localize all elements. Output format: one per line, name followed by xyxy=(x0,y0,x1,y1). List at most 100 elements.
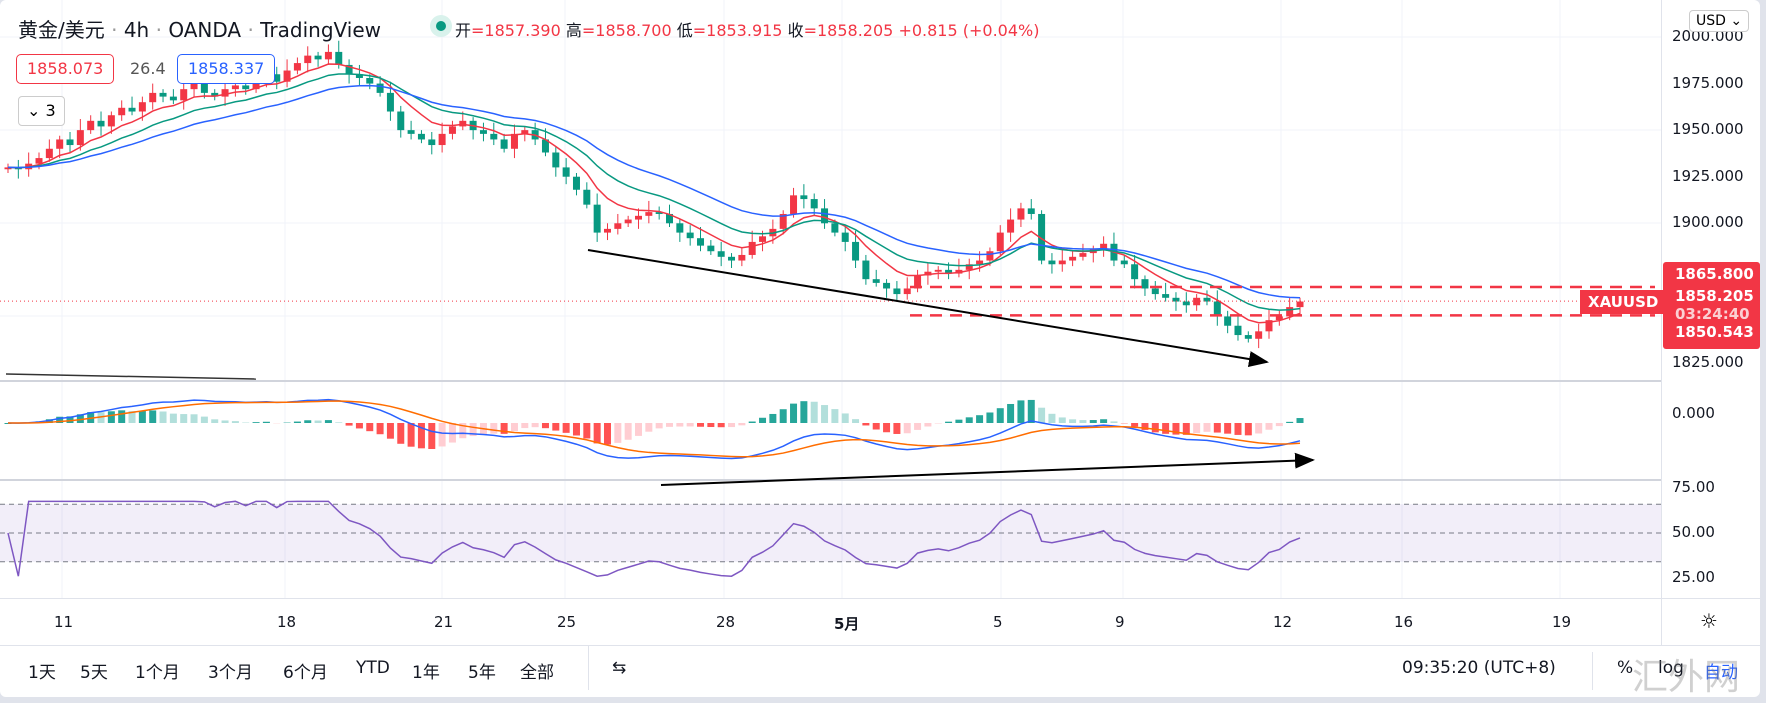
candle xyxy=(965,264,973,270)
range-button[interactable]: 3个月 xyxy=(208,663,253,683)
macd-histogram-bar xyxy=(779,409,787,423)
candle xyxy=(1162,294,1170,298)
macd-histogram-bar xyxy=(862,423,870,426)
candle xyxy=(490,133,498,140)
time-tick: 25 xyxy=(557,613,577,631)
time-axis[interactable]: 11 18 21 25 28 5月 5 9 12 16 19 xyxy=(0,598,1661,646)
candle xyxy=(1182,301,1190,306)
candle xyxy=(366,77,374,84)
candle xyxy=(572,176,580,190)
candle xyxy=(221,89,229,97)
settings-corner[interactable]: ☼ xyxy=(1661,598,1760,646)
candle xyxy=(986,251,994,261)
price-label-stack: 1865.800 1858.205 03:24:40 1850.543 xyxy=(1663,262,1760,349)
currency-select[interactable]: USD ⌄ xyxy=(1689,10,1750,32)
range-button[interactable]: 5天 xyxy=(80,663,108,683)
macd-histogram-bar xyxy=(469,423,477,437)
candle xyxy=(107,115,115,127)
candle xyxy=(1275,316,1283,321)
macd-histogram-bar xyxy=(1286,421,1294,423)
range-button[interactable]: 1个月 xyxy=(135,663,180,683)
collapse-indicators-button[interactable]: ⌄ 3 xyxy=(18,96,65,126)
clock[interactable]: 09:35:20 (UTC+8) xyxy=(1402,658,1556,678)
candle xyxy=(190,83,198,90)
range-button[interactable]: 全部 xyxy=(520,663,554,683)
compare-range-icon[interactable]: ⇆ xyxy=(612,658,627,678)
macd-histogram-bar xyxy=(335,422,343,423)
macd-histogram-bar xyxy=(945,421,953,423)
price-axis[interactable]: USD ⌄ 2000.000 1975.000 1950.000 1925.000 19… xyxy=(1661,0,1760,598)
macd-histogram-bar xyxy=(655,423,663,429)
macd-histogram-bar xyxy=(314,420,322,423)
candle xyxy=(697,238,705,246)
interval: 4h xyxy=(123,18,150,42)
macd-histogram-bar xyxy=(1193,423,1201,434)
source: TradingView xyxy=(260,18,381,42)
range-button[interactable]: YTD xyxy=(356,658,390,678)
macd-histogram-bar xyxy=(821,405,829,423)
time-tick: 9 xyxy=(1115,613,1125,631)
macd-histogram-bar xyxy=(676,423,684,427)
range-button[interactable]: 1年 xyxy=(412,663,440,683)
macd-histogram-bar xyxy=(180,414,188,423)
candle xyxy=(862,260,870,280)
macd-histogram-bar xyxy=(634,423,642,436)
candle xyxy=(903,288,911,295)
macd-histogram-bar xyxy=(231,421,239,423)
macd-histogram-bar xyxy=(603,423,611,445)
macd-histogram-bar xyxy=(903,423,911,434)
macd-line xyxy=(7,398,1301,460)
macd-histogram-bar xyxy=(552,423,560,431)
macd-histogram-bar xyxy=(128,411,136,423)
macd-histogram-bar xyxy=(159,411,167,423)
macd-histogram-bar xyxy=(376,423,384,435)
sell-button[interactable]: 1858.073 xyxy=(16,54,115,84)
candle xyxy=(1286,307,1294,317)
range-button[interactable]: 6个月 xyxy=(283,663,328,683)
candle xyxy=(438,133,446,146)
macd-histogram-bar xyxy=(107,411,115,423)
candle xyxy=(355,74,363,78)
range-button[interactable]: 1天 xyxy=(28,663,56,683)
candle xyxy=(831,223,839,233)
time-tick: 5月 xyxy=(834,615,860,633)
rsi-line xyxy=(7,500,1301,577)
chart-canvas[interactable] xyxy=(0,0,1661,645)
candle xyxy=(35,158,43,164)
macd-histogram-bar xyxy=(996,408,1004,423)
log-toggle[interactable]: log xyxy=(1658,658,1684,678)
macd-histogram-bar xyxy=(417,423,425,449)
macd-histogram-bar xyxy=(748,421,756,423)
macd-histogram-bar xyxy=(252,422,260,423)
macd-histogram-bar xyxy=(149,410,157,423)
candle xyxy=(500,139,508,149)
candle xyxy=(1203,297,1211,302)
candle xyxy=(376,83,384,93)
macd-histogram-bar xyxy=(583,423,591,439)
candle xyxy=(4,167,12,170)
macd-histogram-bar xyxy=(562,423,570,433)
macd-histogram-bar xyxy=(965,417,973,423)
buy-button[interactable]: 1858.337 xyxy=(177,54,276,84)
countdown-label: 03:24:40 xyxy=(1675,305,1750,323)
trend-line-arrow xyxy=(587,249,1269,367)
candle xyxy=(562,167,570,177)
candle xyxy=(810,199,818,209)
range-button[interactable]: 5年 xyxy=(468,663,496,683)
macd-histogram-bar xyxy=(1038,407,1046,423)
macd-histogram-bar xyxy=(924,423,932,427)
percent-toggle[interactable]: % xyxy=(1617,658,1634,678)
candle xyxy=(386,92,394,112)
time-tick: 28 xyxy=(716,613,736,631)
macd-histogram-bar xyxy=(1203,423,1211,432)
market-open-icon xyxy=(430,15,452,37)
auto-toggle[interactable]: 自动 xyxy=(1704,663,1738,683)
macd-histogram-bar xyxy=(1048,413,1056,423)
candle xyxy=(583,189,591,205)
sun-theme-icon[interactable]: ☼ xyxy=(1700,609,1718,633)
candle xyxy=(593,204,601,233)
candle xyxy=(893,288,901,295)
macd-histogram-bar xyxy=(138,411,146,423)
candle xyxy=(76,130,84,146)
macd-histogram-bar xyxy=(1110,421,1118,423)
